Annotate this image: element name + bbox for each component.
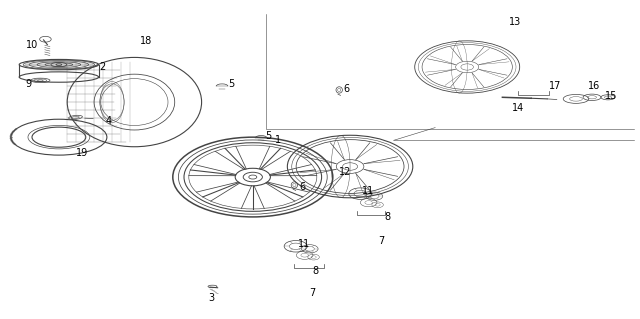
Text: 2: 2: [99, 62, 106, 72]
Text: 16: 16: [588, 81, 600, 91]
Text: 11: 11: [298, 239, 310, 249]
Text: 5: 5: [266, 130, 272, 141]
Text: 3: 3: [208, 293, 214, 303]
Text: 6: 6: [299, 182, 305, 192]
Text: 19: 19: [76, 148, 88, 158]
Text: 17: 17: [549, 81, 562, 91]
Text: 12: 12: [339, 167, 351, 177]
Text: 14: 14: [512, 103, 525, 114]
Text: 10: 10: [26, 40, 38, 50]
Text: 13: 13: [509, 17, 521, 27]
Text: 18: 18: [140, 36, 152, 47]
Text: 5: 5: [228, 78, 234, 89]
Text: 1: 1: [275, 135, 282, 145]
Text: 6: 6: [343, 84, 349, 94]
Text: 9: 9: [26, 78, 32, 89]
Text: 7: 7: [309, 288, 316, 298]
Text: 11: 11: [362, 186, 374, 197]
Text: 15: 15: [605, 91, 618, 101]
Text: 8: 8: [312, 266, 319, 276]
Text: 8: 8: [384, 212, 390, 222]
Text: 4: 4: [106, 116, 112, 126]
Text: 7: 7: [378, 236, 385, 246]
